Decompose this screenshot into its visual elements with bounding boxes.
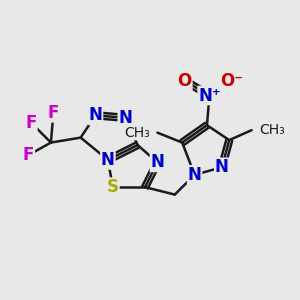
- Text: N: N: [188, 166, 202, 184]
- Text: O⁻: O⁻: [220, 72, 243, 90]
- Text: CH₃: CH₃: [259, 123, 285, 137]
- Text: O: O: [178, 72, 192, 90]
- Text: N⁺: N⁺: [198, 86, 221, 104]
- Text: N: N: [215, 158, 229, 176]
- Text: N: N: [88, 106, 102, 124]
- Text: N: N: [118, 109, 132, 127]
- Text: F: F: [48, 104, 59, 122]
- Text: CH₃: CH₃: [124, 126, 150, 140]
- Text: N: N: [101, 151, 115, 169]
- Text: F: F: [26, 114, 37, 132]
- Text: N: N: [151, 153, 164, 171]
- Text: S: S: [107, 178, 119, 196]
- Text: F: F: [23, 146, 34, 164]
